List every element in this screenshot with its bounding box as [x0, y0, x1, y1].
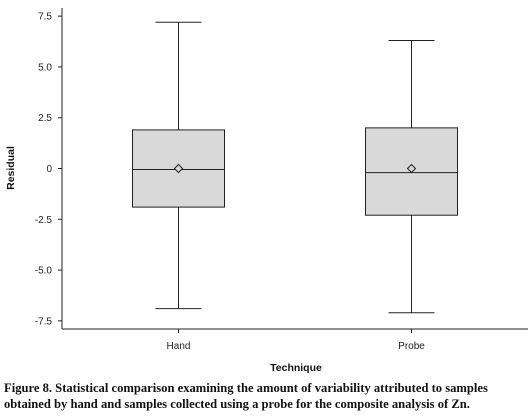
x-tick-label: Hand — [167, 341, 191, 352]
y-axis: 7.5 5.0 2.5 0 -2.5 -5.0 -7.5 — [35, 8, 63, 329]
plot-area — [132, 21, 458, 314]
y-tick-label: 2.5 — [38, 113, 52, 124]
mean-marker — [406, 163, 417, 174]
x-tick-label: Probe — [398, 341, 425, 352]
figure-caption: Figure 8. Statistical comparison examini… — [4, 381, 488, 411]
y-tick-label: -5.0 — [35, 266, 53, 277]
mean-marker — [173, 163, 184, 174]
y-tick-label: 7.5 — [38, 12, 52, 23]
y-tick-label: -2.5 — [35, 215, 53, 226]
y-axis-title: Residual — [5, 146, 17, 190]
y-tick-label: -7.5 — [35, 316, 53, 327]
x-axis-title: Technique — [270, 362, 322, 374]
box-hand — [132, 21, 225, 310]
y-tick-label: 5.0 — [38, 62, 52, 73]
boxplot-chart: 7.5 5.0 2.5 0 -2.5 -5.0 -7.5 Hand Probe Techniq… — [5, 8, 528, 374]
y-tick-label: 0 — [46, 164, 52, 175]
box-probe — [365, 40, 458, 314]
x-axis: Hand Probe — [62, 328, 528, 352]
